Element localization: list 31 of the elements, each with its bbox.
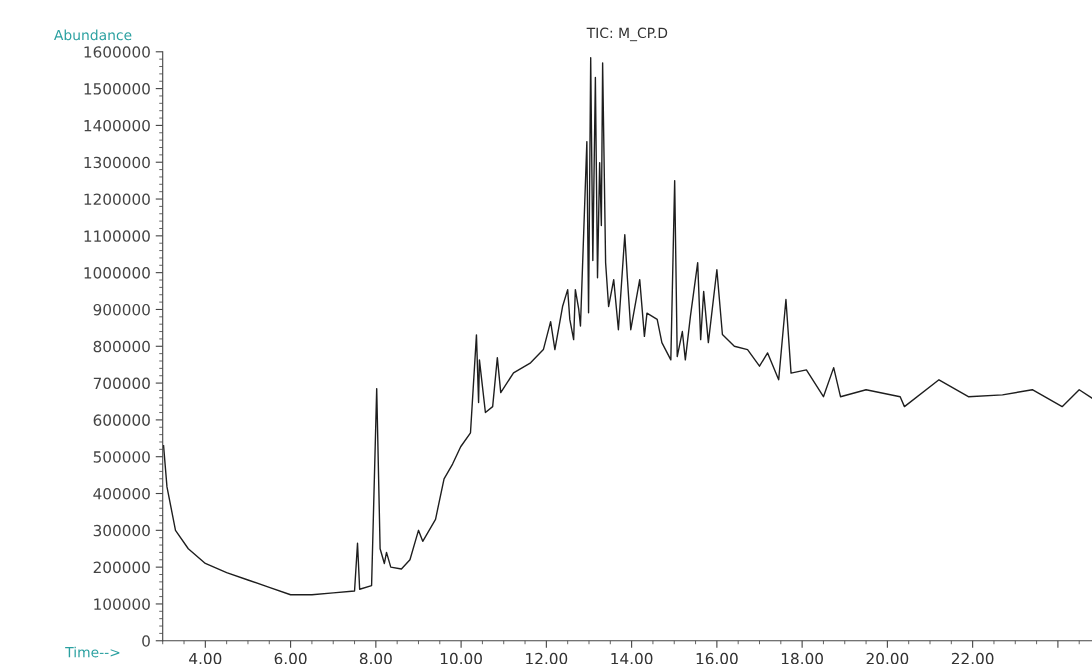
y-tick-label: 300000 (93, 524, 150, 537)
y-tick-label: 500000 (93, 451, 150, 463)
y-tick-label: 100000 (94, 598, 150, 610)
y-tick-label: 1400000 (84, 119, 150, 132)
y-tick-label: 200000 (93, 561, 150, 574)
x-tick-label: 16.00 (696, 652, 738, 664)
x-tick-label: 12.00 (526, 652, 568, 664)
x-axis-title: Time--> (65, 646, 120, 658)
x-tick-label: 22.00 (951, 652, 994, 664)
line-series (162, 56, 1092, 596)
y-axis-title: Abundance (54, 29, 132, 41)
x-tick-label: 4.00 (189, 652, 222, 664)
x-tick-label: 10.00 (440, 652, 482, 664)
y-tick-label: 1500000 (84, 83, 150, 95)
chart-title: TIC: M_CP.D (586, 27, 668, 42)
y-tick-label: 600000 (93, 414, 150, 426)
y-tick-label: 1600000 (84, 46, 150, 58)
y-tick-label: 400000 (93, 487, 150, 500)
y-tick-label: 1000000 (84, 267, 150, 279)
y-tick-label: 900000 (93, 303, 150, 316)
y-tick-label: 800000 (93, 340, 150, 353)
x-tick-label: 8.00 (359, 652, 392, 664)
y-tick-label: 700000 (93, 377, 150, 390)
x-tick-label: 6.00 (274, 652, 307, 664)
y-tick-label: 1300000 (84, 156, 150, 169)
x-tick-label: 14.00 (611, 652, 653, 664)
x-tick-label: 20.00 (866, 652, 909, 664)
y-tick-label: 1100000 (84, 230, 150, 242)
x-tick-label: 18.00 (781, 652, 823, 664)
y-tick-label: 0 (142, 635, 150, 647)
y-tick-label: 1200000 (84, 193, 150, 206)
